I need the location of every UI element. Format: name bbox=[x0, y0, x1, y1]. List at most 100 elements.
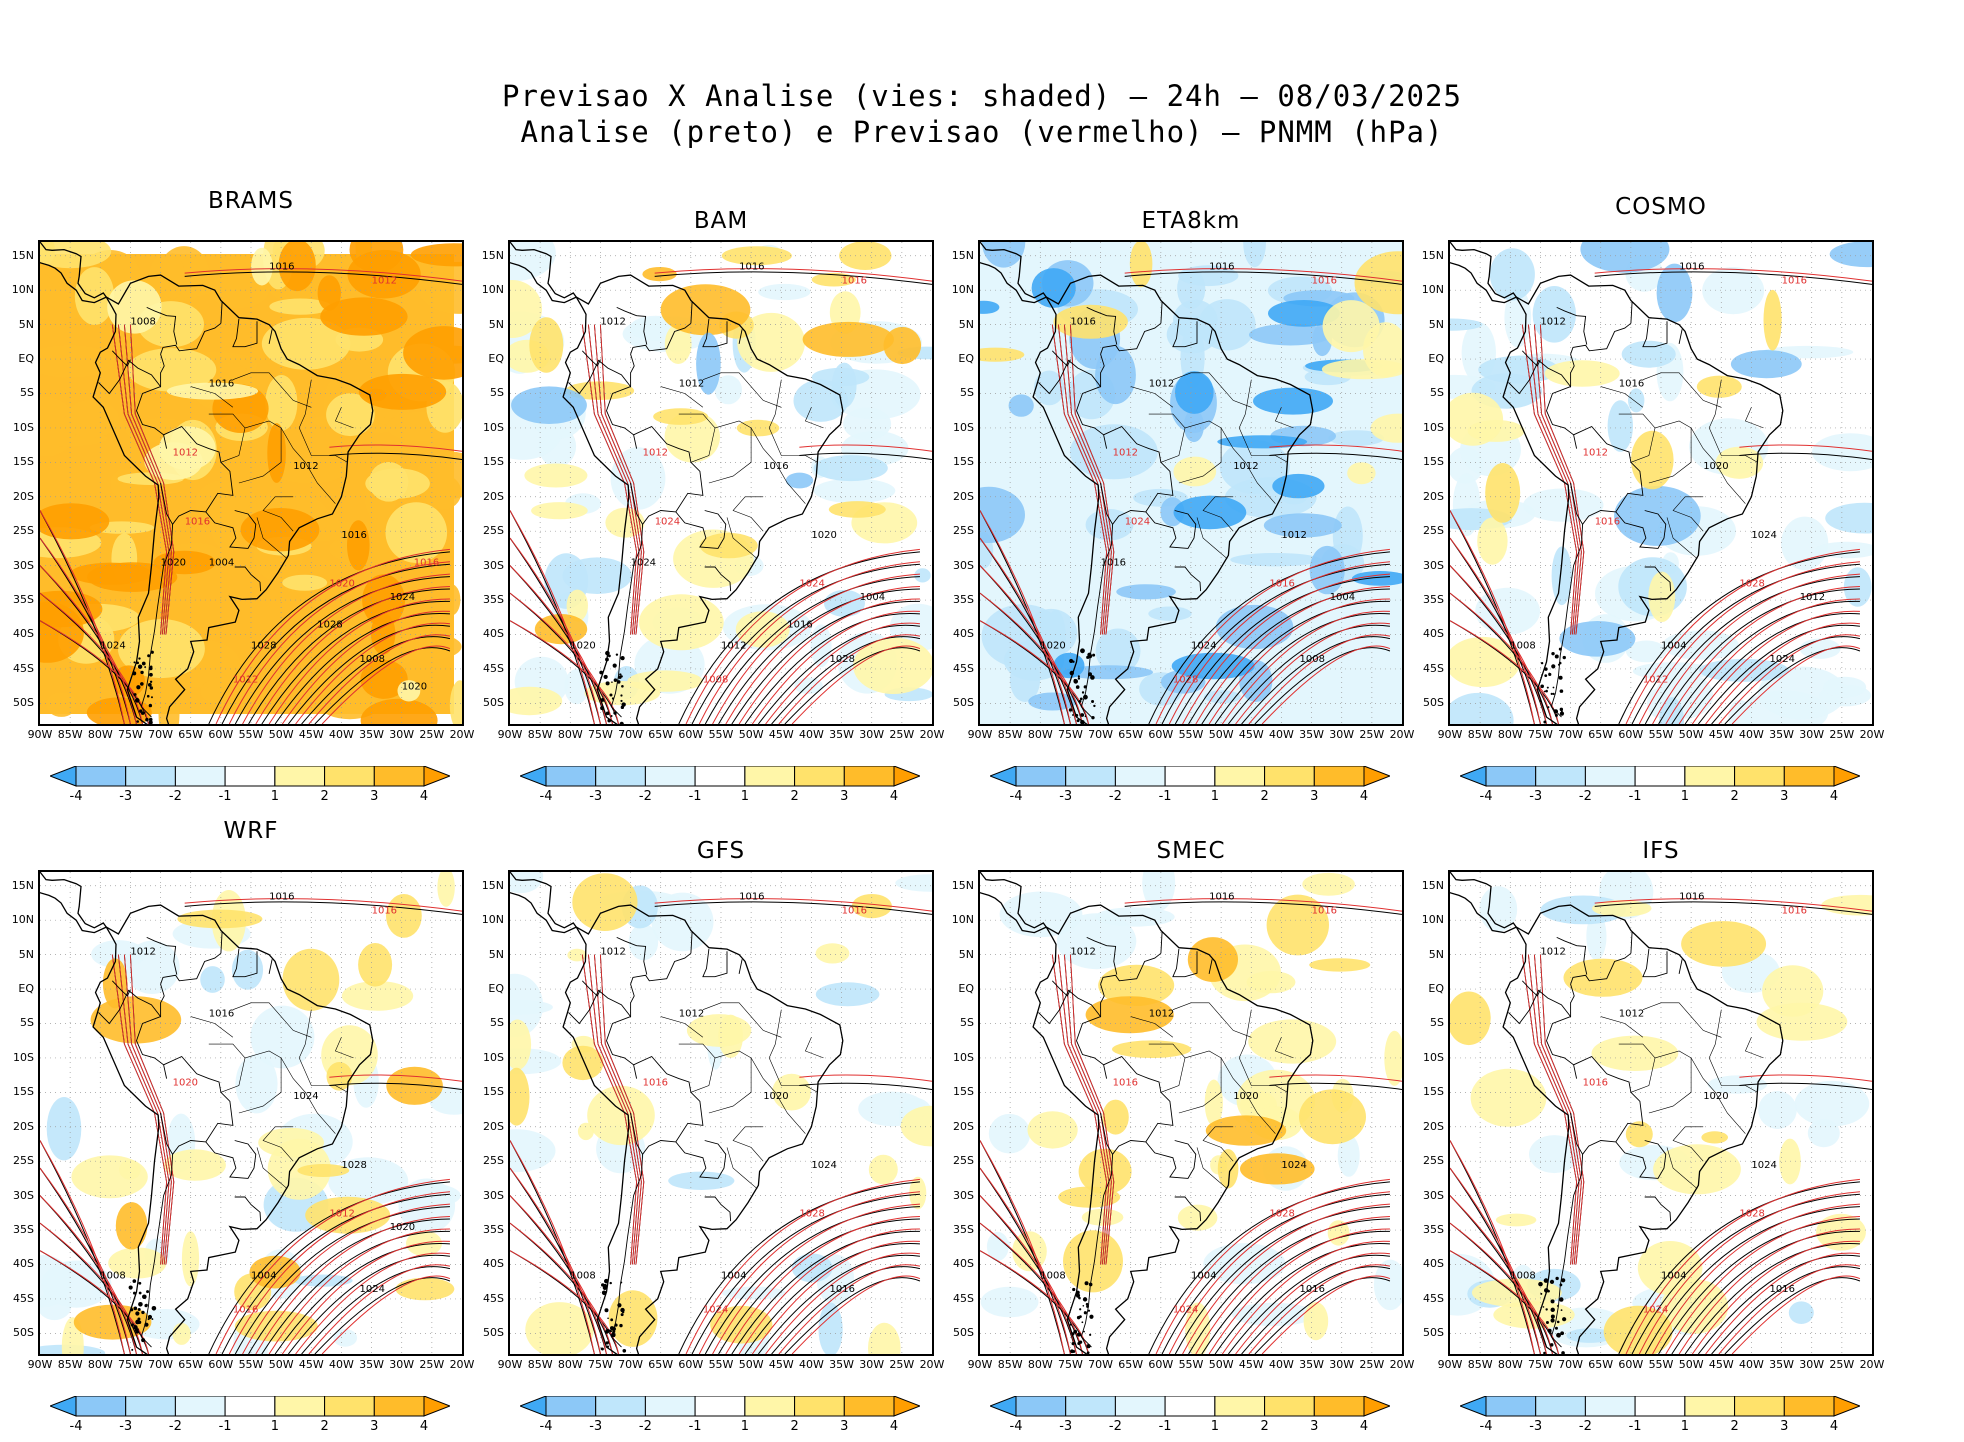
analysis-isobar bbox=[1124, 901, 1402, 915]
bias-patch bbox=[1337, 1134, 1360, 1177]
map-frame: 1016 1016 1012 1016 1012 1020 1024 1028 1008 1004… bbox=[1448, 240, 1874, 726]
isobar-label: 1024 bbox=[1643, 1305, 1668, 1316]
forecast-isobar bbox=[295, 622, 451, 724]
lat-tick-label: 15S bbox=[13, 455, 34, 469]
lat-tick-label: 45S bbox=[483, 1291, 504, 1305]
lat-tick-label: 5S bbox=[1430, 386, 1444, 400]
isobar-label: 1024 bbox=[293, 1091, 318, 1102]
bias-patch bbox=[810, 624, 832, 668]
state-border bbox=[1618, 1043, 1656, 1093]
forecast-isobar bbox=[738, 598, 920, 724]
bias-patch bbox=[1580, 242, 1670, 273]
lat-tick-label: 10N bbox=[11, 283, 34, 297]
lon-tick-label: 50W bbox=[1678, 1358, 1704, 1371]
lon-tick-label: 75W bbox=[117, 1358, 143, 1371]
colorbar-arrow-right bbox=[1833, 1395, 1862, 1417]
forecast-isobar bbox=[685, 548, 920, 724]
forecast-isobar bbox=[1665, 586, 1860, 724]
state-border bbox=[1238, 1009, 1288, 1093]
analysis-isobar bbox=[314, 647, 451, 724]
forecast-isobar bbox=[1450, 1222, 1553, 1354]
analysis-isobar bbox=[1644, 576, 1860, 724]
colorbar-label: 2 bbox=[320, 789, 329, 804]
colorbar-label: 4 bbox=[1359, 789, 1369, 804]
colorbar-arrow-right bbox=[1363, 765, 1392, 787]
colorbar-label: -1 bbox=[1158, 789, 1172, 804]
forecast-isobar bbox=[40, 1250, 150, 1354]
analysis-isobar bbox=[1214, 1242, 1390, 1354]
colorbar-arrow-right bbox=[423, 1395, 452, 1417]
isobar-label: 1016 bbox=[209, 379, 234, 390]
bias-patch bbox=[1303, 1302, 1329, 1341]
lon-tick-label: 20W bbox=[449, 728, 475, 741]
bias-patch bbox=[1178, 265, 1239, 287]
bias-patch bbox=[980, 486, 1025, 543]
forecast-isobar bbox=[510, 510, 595, 724]
lon-tick-label: 45W bbox=[298, 728, 324, 741]
isobar-label: 1016 bbox=[1101, 558, 1126, 569]
country-border bbox=[1174, 1196, 1202, 1222]
country-border bbox=[1076, 952, 1162, 1066]
central-america-coastline bbox=[40, 872, 108, 934]
isobar-label: 1016 bbox=[1619, 379, 1644, 390]
forecast-isobar bbox=[1195, 586, 1390, 724]
forecast-isobar bbox=[593, 324, 642, 635]
analysis-isobar bbox=[1618, 551, 1860, 724]
lat-tick-label: 25S bbox=[953, 524, 974, 538]
forecast-isobar bbox=[1261, 645, 1391, 724]
state-border bbox=[1648, 1050, 1692, 1114]
island-mark bbox=[610, 714, 613, 717]
state-border bbox=[1172, 1002, 1252, 1038]
lon-tick-label: 40W bbox=[328, 1358, 354, 1371]
colorbar-label: 3 bbox=[840, 789, 849, 804]
south-america-coastline bbox=[1502, 904, 1784, 1354]
lat-tick-label: 15S bbox=[483, 455, 504, 469]
lat-tick-label: 50S bbox=[483, 696, 504, 710]
analysis-isobar bbox=[744, 612, 920, 724]
lon-tick-label: 75W bbox=[1057, 728, 1083, 741]
analysis-isobar bbox=[510, 1140, 595, 1354]
forecast-isobar bbox=[765, 622, 921, 724]
island-mark bbox=[619, 673, 622, 676]
lon-tick-label: 30W bbox=[1799, 728, 1825, 741]
isobar-label: 1020 bbox=[763, 1091, 788, 1102]
island-mark bbox=[149, 672, 153, 677]
lon-tick-label: 75W bbox=[1527, 728, 1553, 741]
colorbar-graphic bbox=[988, 1395, 1392, 1417]
bias-patch bbox=[73, 1304, 152, 1340]
bias-patch bbox=[1450, 636, 1521, 688]
analysis-isobar bbox=[1697, 1254, 1861, 1354]
isobar-label: 1012 bbox=[233, 675, 258, 686]
lat-tick-label: 15S bbox=[953, 455, 974, 469]
isobar-label: 1012 bbox=[679, 379, 704, 390]
bias-patch bbox=[40, 1291, 72, 1321]
country-border bbox=[1076, 322, 1162, 436]
bias-patch bbox=[195, 479, 257, 526]
country-border bbox=[1678, 329, 1683, 344]
island-mark bbox=[1562, 1317, 1567, 1322]
island-mark bbox=[1543, 1351, 1546, 1354]
forecast-isobar bbox=[1235, 1252, 1391, 1354]
colorbar-box bbox=[1313, 1395, 1365, 1417]
island-mark bbox=[151, 1305, 157, 1311]
bias-patch bbox=[1532, 286, 1576, 343]
state-border bbox=[1708, 379, 1758, 463]
island-mark bbox=[620, 656, 625, 661]
colorbar-box bbox=[1114, 765, 1166, 787]
analysis-isobar bbox=[287, 1254, 451, 1354]
state-border bbox=[1744, 1037, 1764, 1059]
bias-patch bbox=[1263, 513, 1342, 538]
forecast-isobar bbox=[117, 954, 170, 1265]
forecast-isobar bbox=[1450, 1167, 1541, 1354]
island-mark bbox=[144, 1304, 148, 1308]
isobar-label: 1028 bbox=[341, 1160, 366, 1171]
bias-patch bbox=[172, 1322, 191, 1345]
colorbar-label: 4 bbox=[1829, 1419, 1839, 1434]
forecast-isobar bbox=[1731, 645, 1861, 724]
state-border bbox=[732, 1126, 764, 1162]
analysis-isobar bbox=[784, 647, 921, 724]
island-mark bbox=[150, 650, 154, 654]
analysis-isobar bbox=[757, 1254, 921, 1354]
lat-tick-label: 5S bbox=[960, 1016, 974, 1030]
map-panel-brams: BRAMS 1016 1012 1008 1016 1012 1012 1016 1020 102… bbox=[0, 188, 475, 804]
